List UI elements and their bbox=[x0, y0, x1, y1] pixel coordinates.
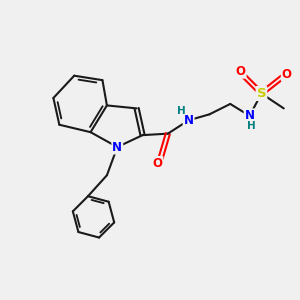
Text: S: S bbox=[256, 87, 266, 100]
Text: N: N bbox=[184, 114, 194, 127]
Text: H: H bbox=[177, 106, 186, 116]
Text: O: O bbox=[152, 157, 162, 170]
Text: N: N bbox=[244, 109, 255, 122]
Text: N: N bbox=[112, 140, 122, 154]
Text: O: O bbox=[282, 68, 292, 81]
Text: H: H bbox=[247, 121, 255, 131]
Text: O: O bbox=[236, 65, 246, 78]
